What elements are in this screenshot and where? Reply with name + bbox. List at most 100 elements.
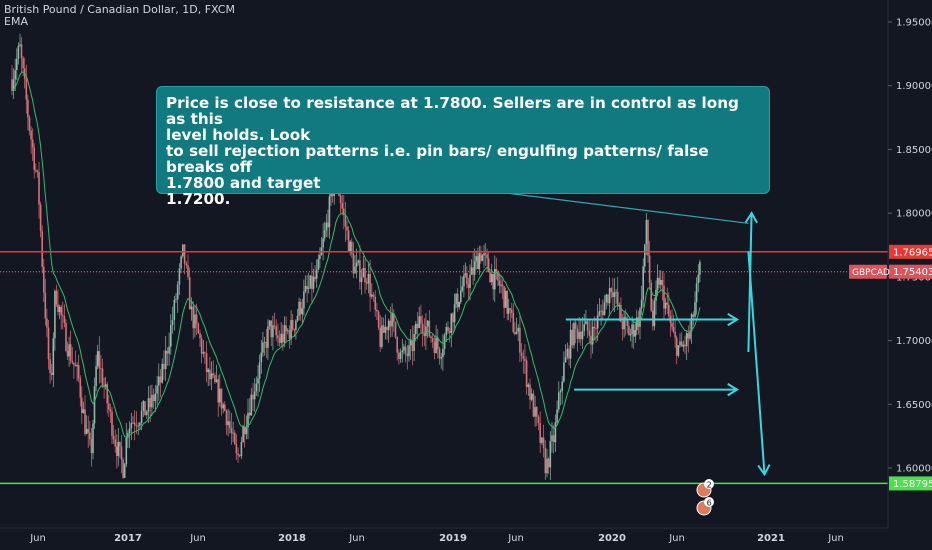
candle-body (642, 266, 644, 300)
candle-body (273, 325, 276, 327)
candle-body (391, 313, 393, 327)
candle-body (679, 341, 681, 346)
candle-body (672, 327, 675, 332)
candle-body (137, 425, 139, 427)
arrow-drawing[interactable] (574, 383, 740, 397)
candle-body (62, 315, 64, 316)
candle-body (453, 304, 456, 323)
candle-body (60, 306, 62, 316)
candle-body (225, 410, 228, 426)
candle-body (346, 226, 348, 231)
candle-body (425, 326, 427, 336)
candle-body (327, 222, 329, 228)
candle-body (260, 352, 263, 363)
candle-body (65, 322, 67, 351)
events-layer[interactable]: 26 (696, 479, 714, 516)
candle-body (52, 338, 55, 375)
candle-body (615, 291, 617, 293)
candle-body (204, 352, 206, 354)
candle-body (207, 369, 209, 373)
candle-body (564, 356, 567, 363)
candle-body (595, 328, 597, 329)
time-tick-label: Jun (29, 533, 46, 544)
candle-body (210, 373, 213, 380)
candle-body (215, 379, 218, 382)
candle-body (224, 404, 226, 411)
candle-body (76, 365, 78, 367)
candle-body (287, 330, 289, 332)
candle-body (283, 325, 286, 343)
candle-body (593, 326, 596, 328)
candle-body (546, 458, 548, 474)
candle-body (668, 304, 670, 317)
arrow-head (727, 383, 740, 397)
candle-body (111, 411, 113, 436)
candle-body (262, 342, 264, 353)
candle-body (549, 441, 552, 468)
candle-body (685, 333, 688, 347)
candle-body (158, 376, 160, 386)
candle-body (49, 359, 51, 373)
candle-body (596, 315, 599, 329)
candle-body (591, 326, 594, 345)
candle-body (253, 391, 256, 400)
candle-body (552, 435, 555, 443)
candle-body (295, 320, 297, 330)
time-tick-label: Jun (348, 533, 365, 544)
candle-body (349, 241, 351, 252)
arrow-head (757, 464, 771, 477)
candle-body (100, 368, 102, 370)
arrow-drawing[interactable] (747, 251, 771, 477)
candle-body (387, 320, 390, 331)
candle-body (339, 195, 342, 204)
candle-body (421, 323, 424, 333)
price-tick-label: 1.60000 (896, 464, 932, 475)
price-tick-label: 1.95000 (896, 18, 932, 29)
candle-body (116, 446, 118, 456)
event-badge[interactable]: 2 (696, 479, 714, 498)
drawings-layer[interactable] (463, 187, 771, 477)
price-label-box (889, 264, 932, 279)
candle-body (152, 394, 155, 402)
candle-body (209, 369, 211, 380)
candle-body (382, 325, 385, 333)
candle-body (90, 439, 93, 454)
candle-body (487, 258, 490, 273)
candle-body (620, 305, 622, 322)
candle-body (381, 325, 383, 347)
candle-body (159, 376, 162, 383)
time-axis[interactable]: Jun 2017 Jun 2018 Jun 2019 Jun 2020 Jun 2021 Jun (0, 527, 932, 550)
candle-body (293, 329, 296, 331)
candle-body (534, 407, 536, 417)
candle-body (645, 220, 648, 245)
event-count: 2 (707, 481, 712, 490)
candle-body (81, 397, 83, 414)
candle-body (315, 270, 318, 279)
candle-body (608, 288, 611, 304)
candle-body (240, 442, 243, 457)
price-axis[interactable]: 1.950001.900001.850001.800001.750001.700… (849, 0, 932, 550)
candle-body (541, 437, 543, 443)
candle-body (142, 401, 145, 411)
event-count: 6 (707, 499, 712, 508)
candle-body (114, 439, 116, 447)
annotation-callout[interactable]: Price is close to resistance at 1.7800. … (156, 86, 770, 207)
candle-body (663, 285, 665, 309)
candle-body (674, 332, 676, 338)
price-label: 1.58795 (893, 479, 932, 490)
event-badge[interactable]: 6 (696, 497, 714, 516)
candle-body (461, 286, 464, 291)
chart-legend: British Pound / Canadian Dollar, 1D, FXC… (4, 4, 235, 28)
candle-body (529, 384, 531, 400)
candle-body (501, 284, 504, 287)
arrow-drawing[interactable] (565, 312, 740, 327)
candle-body (431, 338, 434, 342)
arrow-shaft (747, 251, 766, 475)
indicator-label: EMA (4, 15, 28, 28)
candle-body (661, 280, 664, 286)
candle-body (401, 350, 404, 353)
candle-body (435, 337, 437, 353)
candle-body (222, 404, 224, 409)
candle-body (112, 435, 115, 440)
